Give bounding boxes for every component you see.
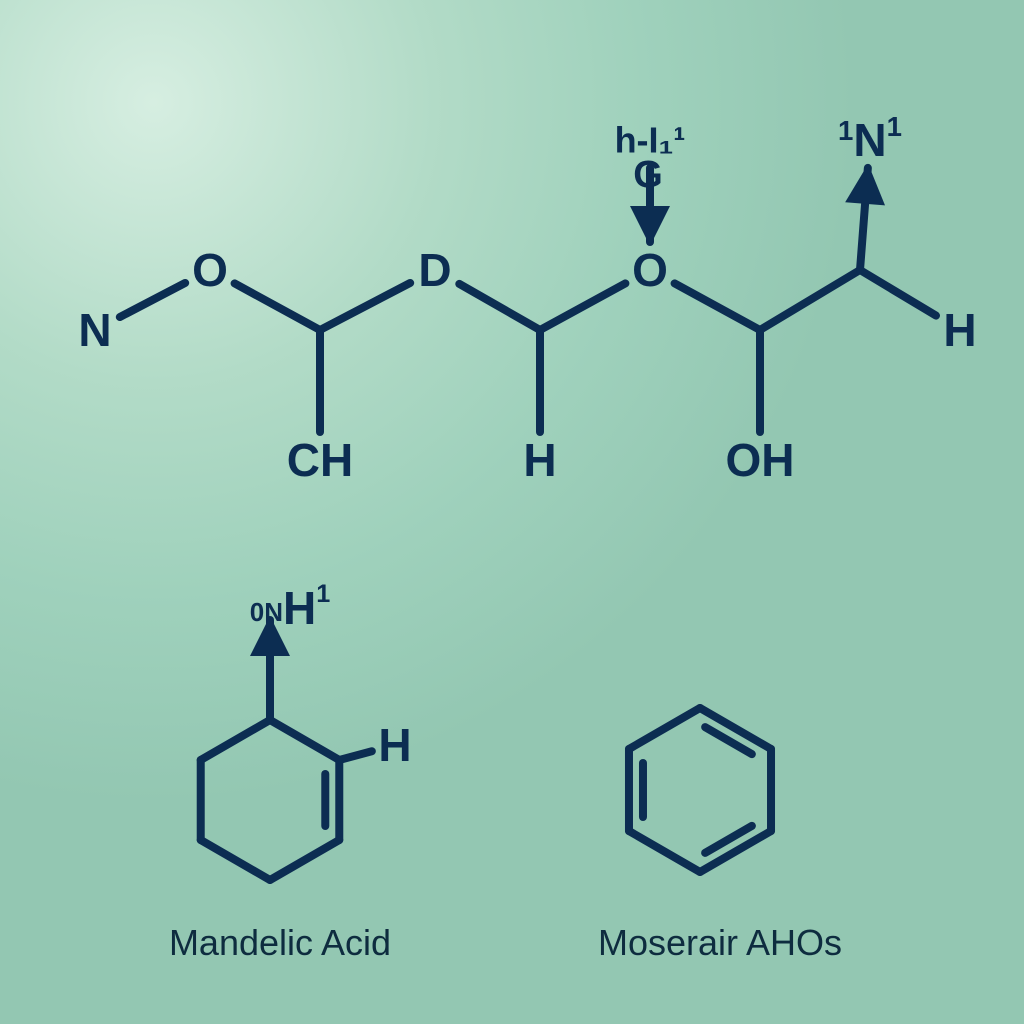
svg-text:H: H (943, 304, 976, 356)
svg-text:G: G (633, 154, 663, 196)
svg-text:Mandelic Acid: Mandelic Acid (169, 922, 391, 963)
svg-text:D: D (418, 244, 451, 296)
svg-text:H: H (523, 434, 556, 486)
diagram-svg: NODOHCHHOH1N1h-I₁¹G0NH1HMandelic AcidMos… (0, 0, 1024, 1024)
svg-text:O: O (192, 244, 228, 296)
svg-text:1N1: 1N1 (838, 111, 902, 167)
svg-text:Moserair AHOs: Moserair AHOs (598, 922, 842, 963)
svg-text:N: N (78, 304, 111, 356)
svg-text:O: O (632, 244, 668, 296)
svg-text:H: H (378, 719, 411, 771)
svg-text:OH: OH (726, 434, 795, 486)
svg-text:CH: CH (287, 434, 353, 486)
svg-text:0NH1: 0NH1 (250, 580, 331, 634)
